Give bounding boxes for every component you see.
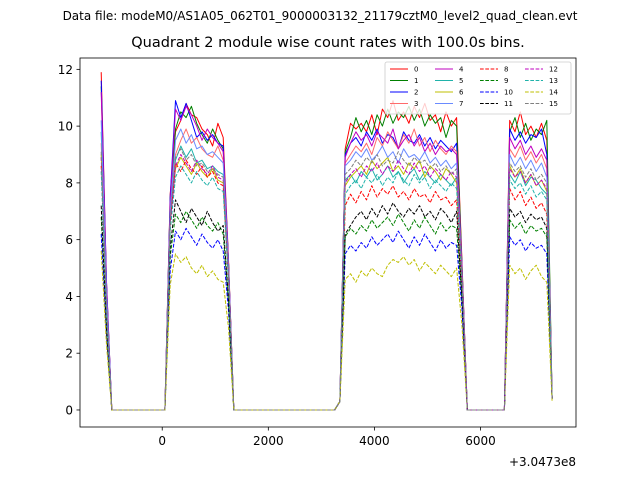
y-tick-label: 10 [58,120,73,134]
legend-label-15: 15 [549,100,558,108]
legend-label-3: 3 [414,100,418,108]
legend-label-6: 6 [459,89,464,97]
legend-label-1: 1 [414,77,418,85]
legend-label-9: 9 [504,77,508,85]
series-line-13 [100,165,553,411]
legend-label-5: 5 [459,77,463,85]
legend-label-8: 8 [504,66,508,74]
legend-label-2: 2 [414,89,418,97]
plot-frame [79,57,577,428]
x-offset-label: +3.0473e8 [509,455,576,469]
y-tick-label: 4 [65,290,73,304]
legend-box [384,61,572,115]
x-tick-label: 4000 [359,434,390,448]
y-tick-label: 2 [65,347,73,361]
x-tick-label: 6000 [465,434,496,448]
chart-title: Quadrant 2 module wise count rates with … [131,35,525,51]
series-layer [100,72,553,411]
x-tick-label: 2000 [253,434,284,448]
y-tick-label: 0 [65,403,73,417]
series-line-14 [100,250,553,411]
legend-label-0: 0 [414,66,418,74]
legend-label-13: 13 [549,77,558,85]
legend-label-11: 11 [504,100,513,108]
legend-label-7: 7 [459,100,463,108]
y-tick-label: 12 [58,63,73,77]
y-tick-label: 6 [65,233,73,247]
suptitle: Data file: modeM0/AS1A05_062T01_90000031… [62,9,578,23]
legend-label-12: 12 [549,66,558,74]
legend-label-14: 14 [549,89,558,97]
legend-label-4: 4 [459,66,464,74]
series-line-15 [100,148,553,411]
x-tick-label: 0 [158,434,166,448]
legend-label-10: 10 [504,89,513,97]
y-tick-label: 8 [65,176,73,190]
